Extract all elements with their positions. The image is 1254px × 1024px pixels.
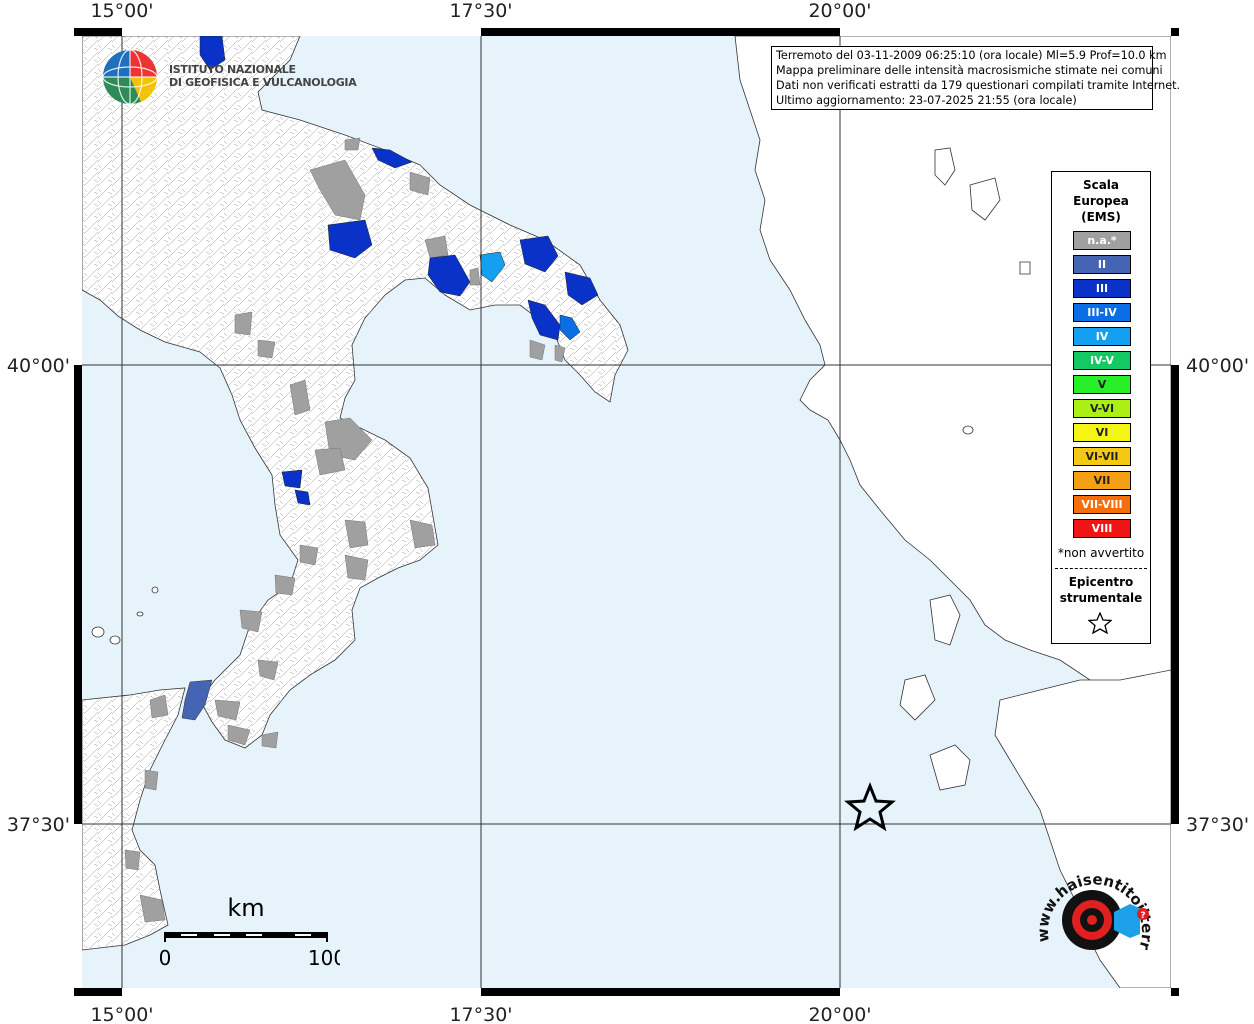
event-info-box: Terremoto del 03-11-2009 06:25:10 (ora l… <box>771 46 1181 110</box>
legend-item: V <box>1073 375 1131 394</box>
scale-bar: km 0 100 <box>160 894 340 970</box>
legend-item: V-VI <box>1073 399 1131 418</box>
scale-end: 100 <box>308 946 340 970</box>
epicenter-star-icon <box>844 781 896 832</box>
intensity-ii-area <box>181 679 213 721</box>
legend-epicenter-line: Epicentro <box>1068 575 1134 589</box>
legend-item: n.a.* <box>1073 231 1131 250</box>
legend-item: VII-VIII <box>1073 495 1131 514</box>
intensity-iii-areas <box>199 36 599 506</box>
info-line: Dati non verificati estratti da 179 ques… <box>776 79 1181 92</box>
legend-item: II <box>1073 255 1131 274</box>
ingv-line2: DI GEOFISICA E VULCANOLOGIA <box>169 76 357 89</box>
legend-epicenter-line: strumentale <box>1059 591 1143 605</box>
scale-unit: km <box>227 894 264 922</box>
info-line: Ultimo aggiornamento: 23-07-2025 21:55 (… <box>776 94 1077 107</box>
lon-tick-label: 17°30' <box>449 1004 512 1024</box>
ems-legend: Scala Europea (EMS) n.a.* II III III-IV IV IV… <box>1051 171 1151 644</box>
intensity-iii-iv-area <box>559 314 581 341</box>
scale-start: 0 <box>160 946 171 970</box>
lat-tick-label: 37°30' <box>7 814 70 836</box>
svg-text:?: ? <box>1140 911 1145 921</box>
lat-tick-label: 40°00' <box>7 355 70 377</box>
na-municipalities <box>124 137 566 923</box>
lon-tick-label: 15°00' <box>90 0 153 22</box>
info-line: Terremoto del 03-11-2009 06:25:10 (ora l… <box>776 49 1167 62</box>
ingv-line1: ISTITUTO NAZIONALE <box>169 63 296 76</box>
legend-title-line: (EMS) <box>1081 210 1121 224</box>
lat-tick-label: 40°00' <box>1186 355 1249 377</box>
ingv-logo-text: ISTITUTO NAZIONALE DI GEOFISICA E VULCAN… <box>169 63 357 89</box>
legend-epicenter-label: Epicentro strumentale <box>1052 574 1150 606</box>
lon-tick-label: 20°00' <box>808 1004 871 1024</box>
info-line: Mappa preliminare delle intensità macros… <box>776 64 1163 77</box>
legend-item: IV-V <box>1073 351 1131 370</box>
legend-title-line: Scala <box>1082 178 1120 192</box>
legend-title: Scala Europea (EMS) <box>1052 177 1150 225</box>
legend-item: VIII <box>1073 519 1131 538</box>
legend-item: VII <box>1073 471 1131 490</box>
lon-tick-label: 20°00' <box>808 0 871 22</box>
ingv-globe-icon <box>102 49 158 105</box>
legend-item: III <box>1073 279 1131 298</box>
hst-logo: www.haisentitoilterremoto.it ? <box>1030 860 1156 952</box>
legend-item: IV <box>1073 327 1131 346</box>
legend-item: III-IV <box>1073 303 1131 322</box>
legend-item: VI-VII <box>1073 447 1131 466</box>
lon-tick-label: 15°00' <box>90 1004 153 1024</box>
lon-tick-label: 17°30' <box>449 0 512 22</box>
legend-star-icon <box>1088 612 1112 634</box>
legend-divider <box>1055 568 1147 569</box>
legend-item: VI <box>1073 423 1131 442</box>
intensity-iv-area <box>479 251 506 283</box>
legend-title-line: Europea <box>1073 194 1129 208</box>
lat-tick-label: 37°30' <box>1186 814 1249 836</box>
legend-note: *non avvertito <box>1057 546 1145 560</box>
